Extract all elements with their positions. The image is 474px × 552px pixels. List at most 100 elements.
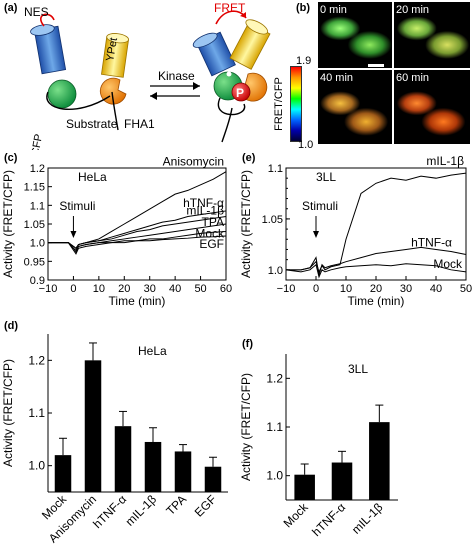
kinase-label: Kinase — [158, 69, 195, 83]
y-tick-label: 1.2 — [28, 353, 45, 367]
substrate-ball — [47, 79, 77, 109]
category-label: Mock — [281, 500, 312, 531]
scale-max: 1.9 — [296, 55, 312, 67]
ecfp-label: ECFP — [28, 133, 45, 150]
x-tick-label: −10 — [277, 283, 296, 295]
chart-d-cell-line: HeLa — [138, 344, 167, 358]
reverse-arrowhead — [150, 92, 157, 100]
y-tick-label: 1.05 — [262, 214, 283, 226]
series-line-4 — [48, 230, 227, 254]
series-label: mIL-1β — [426, 154, 464, 168]
timepoint-label: 60 min — [396, 72, 430, 84]
x-tick-label: 40 — [430, 283, 442, 295]
y-axis-label: Activity (FRET/CFP) — [1, 170, 15, 278]
y-tick-label: 1.0 — [30, 238, 45, 250]
x-tick-label: 20 — [118, 283, 130, 295]
chart-e-cell-line: 3LL — [316, 170, 337, 184]
bar — [204, 466, 222, 492]
anchor-line — [111, 91, 119, 131]
panel-f-label: (f) — [242, 338, 253, 350]
phosphate-ball — [231, 82, 251, 102]
category-label: mIL-1β — [123, 492, 160, 529]
bar — [114, 426, 132, 492]
micrograph-60-min: 60 min — [394, 70, 470, 144]
bar — [174, 451, 192, 492]
ypet-label: YPet — [104, 37, 120, 63]
series-line-1 — [286, 246, 467, 276]
x-axis-label: Time (min) — [109, 294, 166, 308]
x-tick-label: 50 — [460, 283, 472, 295]
y-tick-label: 1.2 — [266, 371, 283, 385]
y-tick-label: 1.1 — [30, 200, 45, 212]
x-tick-label: 30 — [400, 283, 412, 295]
stimuli-label: Stimuli — [302, 199, 338, 213]
bar — [144, 441, 162, 492]
ecfp-cylinder — [30, 24, 67, 75]
y-axis-label: Activity (FRET/CFP) — [239, 170, 253, 278]
x-tick-label: 20 — [370, 283, 382, 295]
y-tick-label: 1.1 — [266, 420, 283, 434]
x-tick-label: 10 — [93, 283, 105, 295]
y-tick-label: 1.05 — [24, 219, 45, 231]
y-tick-label: 1.1 — [28, 406, 45, 420]
series-line-0 — [286, 172, 467, 274]
substrate-label: Substrate — [66, 117, 118, 131]
micrograph-20-min: 20 min — [394, 2, 470, 68]
x-tick-label: −10 — [39, 283, 58, 295]
series-line-2 — [285, 263, 467, 279]
x-axis-label: Time (min) — [348, 294, 405, 308]
micrograph-0-min: 0 min — [318, 2, 392, 68]
x-tick-label: 10 — [340, 283, 352, 295]
ypet-cylinder-bound — [229, 19, 271, 70]
series-label: hTNF-α — [183, 196, 224, 210]
bar — [369, 422, 390, 500]
scale-min: 1.0 — [298, 139, 314, 151]
stimuli-arrowhead — [313, 231, 319, 238]
scale-bar — [368, 64, 384, 67]
y-axis-label: Activity (FRET/CFP) — [239, 373, 253, 481]
chart-e: −10 0 10 20 30 40 50 1.0 1.05 1.1 Time (min) Activi… — [239, 154, 472, 308]
timepoint-label: 0 min — [320, 4, 347, 16]
fret-label: FRET — [214, 1, 246, 15]
bar — [331, 462, 353, 500]
chart-f-cell-line: 3LL — [348, 362, 369, 376]
x-tick-label: 40 — [169, 283, 181, 295]
series-line-2 — [48, 216, 227, 249]
ecfp-cylinder-bound — [192, 31, 236, 77]
biosensor-schematic: ECFP YPet NES Substrate FHA1 Kinase — [24, 1, 271, 150]
highlight-dot — [226, 71, 232, 77]
y-tick-label: 0.95 — [24, 256, 45, 268]
timepoint-label: 20 min — [396, 4, 430, 16]
micrograph-40-min: 40 min — [318, 70, 392, 144]
x-tick-label: 50 — [194, 283, 206, 295]
y-tick-label: 1.15 — [24, 182, 45, 194]
series-label: hTNF-α — [411, 236, 452, 250]
series-label: Anisomycin — [163, 155, 224, 169]
panel-a-label: (a) — [4, 2, 18, 14]
panel-b-label: (b) — [296, 2, 311, 14]
panel-e-label: (e) — [242, 152, 256, 164]
y-tick-label: 1.2 — [30, 163, 45, 175]
plot-frame — [47, 167, 227, 281]
x-tick-label: 30 — [144, 283, 156, 295]
category-label: EGF — [192, 492, 219, 519]
scale-axis-label: FRET/CFP — [273, 77, 285, 131]
nes-arrow — [39, 13, 55, 27]
y-tick-label: 1.0 — [28, 459, 45, 473]
bar — [294, 474, 315, 500]
category-label: TPA — [163, 492, 189, 518]
category-label: mIL-1β — [349, 500, 386, 537]
forward-arrowhead — [193, 82, 200, 90]
panel-d-label: (d) — [4, 320, 19, 332]
x-tick-label: 60 — [220, 283, 232, 295]
bar — [84, 360, 102, 492]
fret-color-scale — [290, 66, 302, 142]
fha1-label: FHA1 — [124, 117, 155, 131]
series-label: TPA — [202, 215, 224, 229]
y-axis-label: Activity (FRET/CFP) — [1, 359, 15, 467]
timepoint-label: 40 min — [320, 72, 354, 84]
y-tick-label: 1.1 — [268, 163, 283, 175]
